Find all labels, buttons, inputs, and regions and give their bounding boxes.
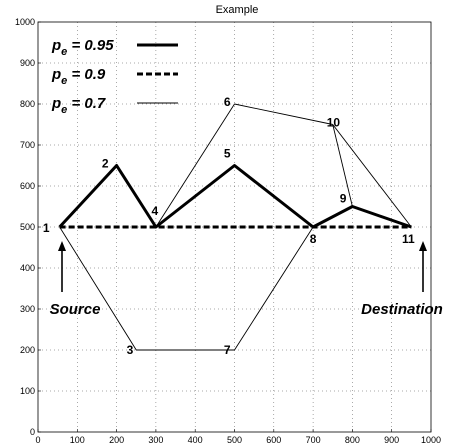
x-tick-label: 500 — [227, 435, 242, 445]
node-label: 6 — [224, 95, 231, 109]
x-tick-label: 600 — [266, 435, 281, 445]
node-label: 11 — [402, 232, 415, 246]
x-tick-label: 300 — [148, 435, 163, 445]
x-tick-label: 200 — [109, 435, 124, 445]
node-label: 1 — [43, 221, 50, 235]
series-edge-thin — [155, 103, 235, 228]
y-tick-label: 100 — [20, 386, 35, 396]
series-edge-thin — [332, 124, 353, 207]
y-tick-label: 400 — [20, 263, 35, 273]
series-edge-thin — [234, 103, 333, 125]
x-tick-label: 700 — [306, 435, 321, 445]
chart-title: Example — [216, 4, 259, 16]
x-tick-label: 100 — [70, 435, 85, 445]
y-tick-label: 300 — [20, 304, 35, 314]
node-label: 10 — [327, 116, 341, 130]
legend-label: pe = 0.7 — [51, 95, 106, 116]
node-label: 9 — [340, 192, 347, 206]
node-label: 5 — [224, 147, 231, 161]
node-label: 3 — [127, 343, 134, 357]
y-tick-label: 600 — [20, 181, 35, 191]
x-tick-label: 800 — [345, 435, 360, 445]
x-tick-label: 400 — [188, 435, 203, 445]
y-axis: 0 100 200 300 400 500 600 700 800 900 1000 — [15, 17, 41, 437]
node-label: 2 — [102, 157, 109, 171]
annotation-label: Source — [50, 301, 101, 318]
series-edge-thin — [332, 124, 412, 228]
y-tick-label: 0 — [30, 427, 35, 437]
legend-label: pe = 0.9 — [51, 66, 106, 87]
annotation-label: Destination — [361, 301, 443, 318]
node-labels: 1 2 3 4 5 6 7 8 9 10 11 — [43, 95, 415, 357]
annotations: Source Destination — [50, 241, 443, 318]
node-label: 8 — [310, 232, 317, 246]
y-tick-label: 900 — [20, 58, 35, 68]
series-line-thick — [58, 164, 412, 229]
legend: pe = 0.95 pe = 0.9 pe = 0.7 — [51, 37, 178, 116]
annotation-arrowhead — [58, 241, 66, 251]
series-line-thin — [59, 226, 314, 351]
y-tick-label: 1000 — [15, 17, 35, 27]
y-tick-label: 800 — [20, 99, 35, 109]
x-tick-label: 900 — [384, 435, 399, 445]
y-tick-label: 500 — [20, 222, 35, 232]
x-tick-label: 0 — [35, 435, 40, 445]
x-tick-label: 1000 — [421, 435, 441, 445]
y-tick-label: 200 — [20, 345, 35, 355]
annotation-arrowhead — [419, 241, 427, 251]
legend-label: pe = 0.95 — [51, 37, 114, 58]
node-label: 4 — [152, 204, 159, 218]
edges — [58, 103, 412, 351]
node-label: 7 — [224, 343, 231, 357]
y-tick-label: 700 — [20, 140, 35, 150]
x-axis: 0 100 200 300 400 500 600 700 800 900 1000 — [35, 429, 441, 445]
